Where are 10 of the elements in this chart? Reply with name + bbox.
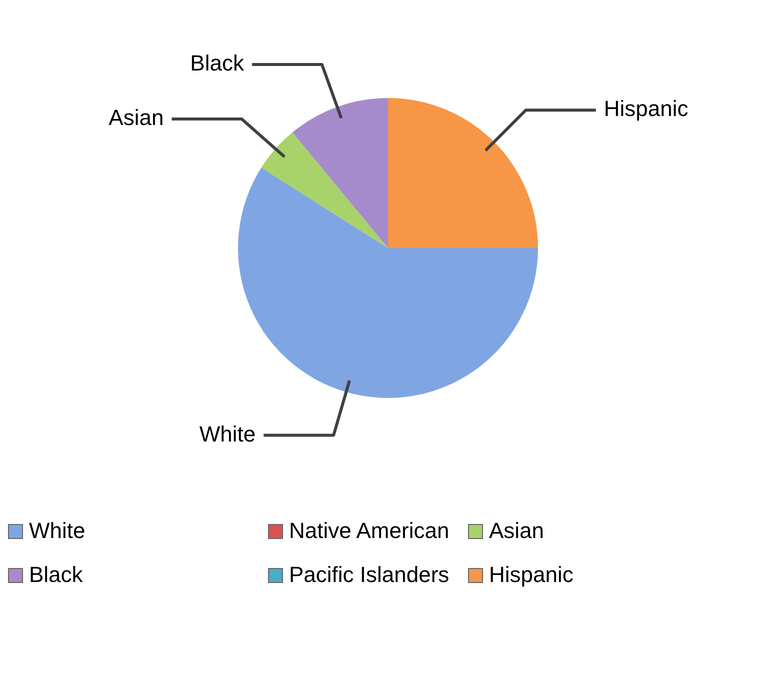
slice-label: Hispanic xyxy=(604,96,688,122)
slice-label: Asian xyxy=(108,105,164,130)
legend-label: Pacific Islanders xyxy=(289,562,450,588)
legend-label: Hispanic xyxy=(489,562,574,588)
slice-label: Black xyxy=(190,50,245,76)
legend-label: Native American xyxy=(289,518,450,544)
slice-label: White xyxy=(199,421,256,446)
legend-label: Asian xyxy=(489,518,544,544)
legend-label: White xyxy=(29,518,86,544)
legend-label: Black xyxy=(29,562,83,588)
